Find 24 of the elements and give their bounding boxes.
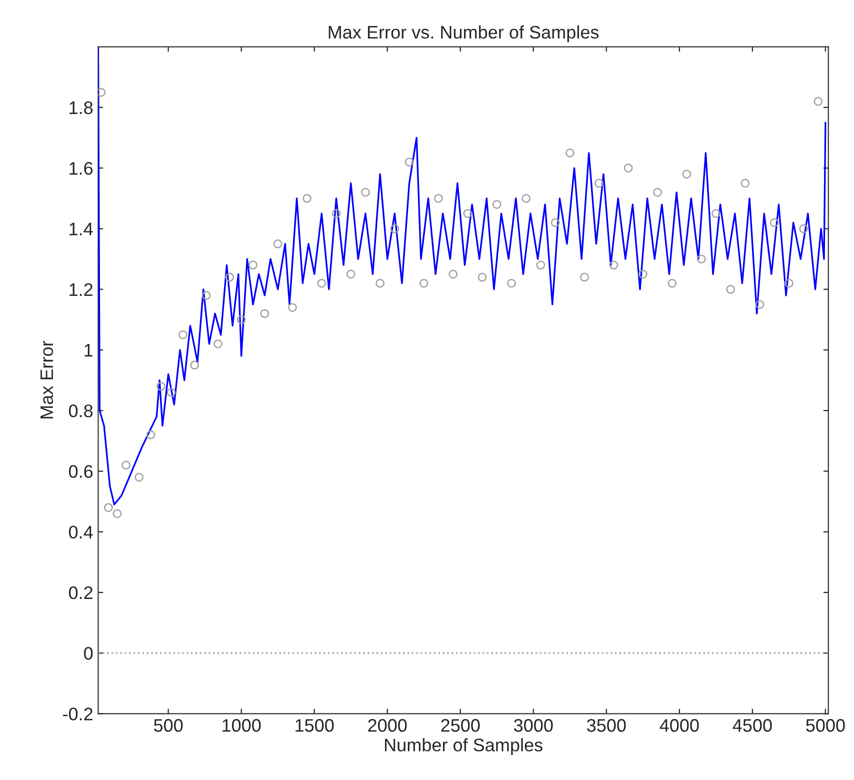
x-tick-label: 4000 [660, 719, 699, 732]
y-tick-label: 1.2 [70, 283, 92, 296]
y-tick-label: 0.6 [68, 465, 93, 478]
y-tick-label: 0 [84, 647, 93, 660]
y-tick-label: 1.8 [70, 101, 93, 114]
x-axis-title: Number of Samples [385, 738, 542, 755]
x-tick-label: 2500 [441, 719, 480, 732]
x-tick-label: 3500 [587, 719, 626, 732]
x-tick-label: 500 [154, 719, 183, 732]
y-tick-label: 1 [84, 344, 92, 356]
chart-title: Max Error vs. Number of Samples [328, 25, 599, 42]
x-tick-label: 5000 [806, 719, 845, 732]
x-tick-label: 4500 [732, 719, 772, 732]
y-tick-label: 1.4 [70, 222, 93, 236]
x-tick-label: 1000 [222, 719, 261, 732]
y-tick-label: 0.2 [68, 586, 92, 600]
x-tick-label: 3000 [514, 719, 553, 732]
y-tick-label: 0.8 [68, 404, 93, 418]
y-tick-label: -0.2 [63, 708, 92, 720]
y-tick-label: 1.6 [70, 162, 93, 175]
y-tick-label: 0.4 [68, 526, 93, 539]
x-tick-label: 1500 [296, 719, 334, 732]
y-axis-title: Max Error [40, 340, 54, 418]
x-tick-label: 2000 [368, 719, 407, 732]
